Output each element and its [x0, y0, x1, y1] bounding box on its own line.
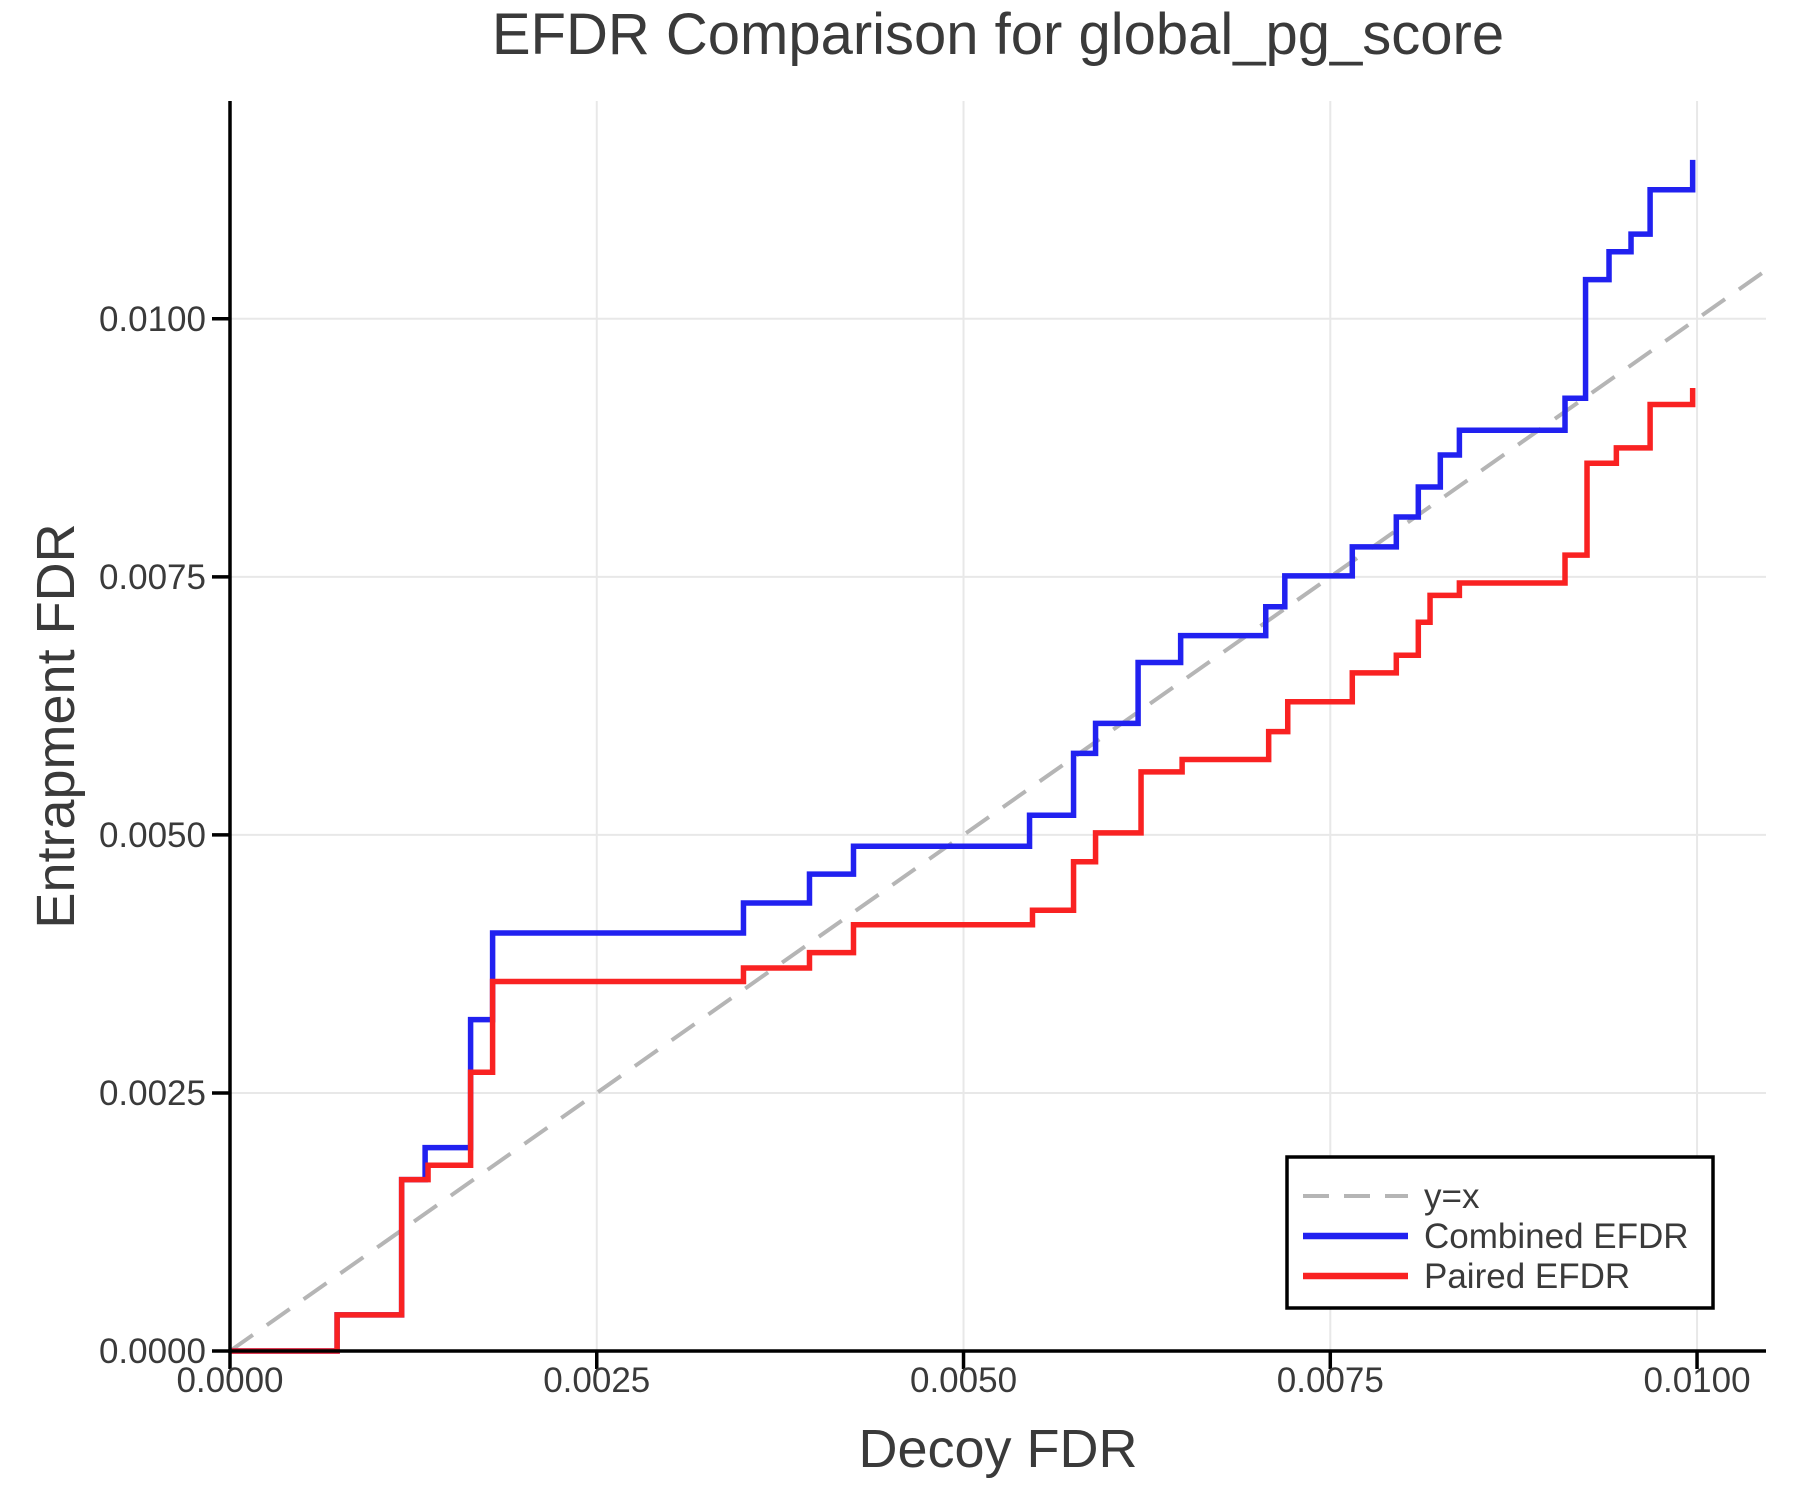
y-axis-label: Entrapment FDR	[26, 523, 86, 928]
legend-box	[1285, 1155, 1715, 1310]
x-tick-label: 0.0000	[176, 1361, 283, 1400]
x-tick-label: 0.0050	[910, 1361, 1017, 1400]
y-tick-label: 0.0100	[99, 300, 206, 339]
y-tick-label: 0.0050	[99, 816, 206, 855]
chart-title: EFDR Comparison for global_pg_score	[492, 2, 1504, 67]
legend-entry-y-x: y=x	[1424, 1177, 1480, 1216]
legend-entry-combined-efdr: Combined EFDR	[1424, 1217, 1689, 1256]
x-tick-label: 0.0075	[1277, 1361, 1384, 1400]
legend-entry-paired-efdr: Paired EFDR	[1424, 1257, 1630, 1296]
series-line-combined-efdr	[230, 159, 1696, 1354]
y-tick-label: 0.0000	[99, 1332, 206, 1371]
x-tick-label: 0.0025	[543, 1361, 650, 1400]
plot-area: 0.0000 0.0025 0.0050 0.0075 0.0100 0.0000 0.00…	[99, 101, 1768, 1400]
series-line-paired-efdr	[230, 387, 1696, 1354]
y-tick-label: 0.0025	[99, 1074, 206, 1113]
x-tick-label: 0.0100	[1644, 1361, 1751, 1400]
x-axis-label: Decoy FDR	[858, 1419, 1137, 1479]
y-tick-label: 0.0075	[99, 558, 206, 597]
